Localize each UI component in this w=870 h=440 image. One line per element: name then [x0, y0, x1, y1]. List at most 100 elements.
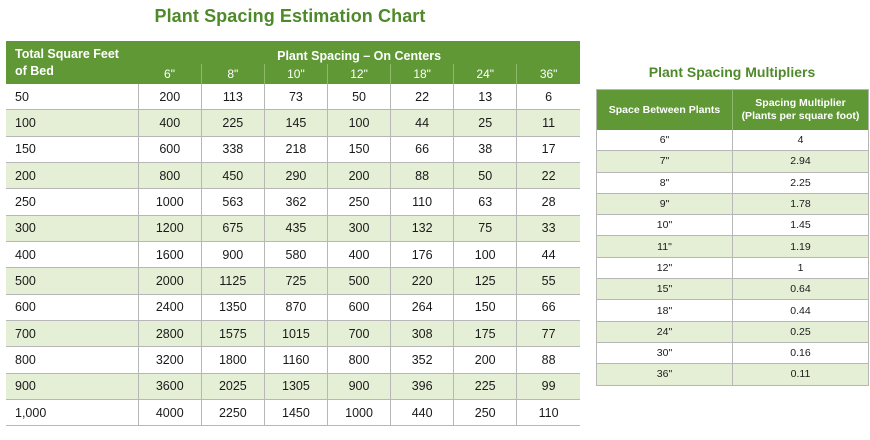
plant-count-cell: 22 — [390, 84, 454, 111]
plant-count-cell: 132 — [390, 215, 454, 243]
plant-count-cell: 900 — [200, 241, 265, 269]
table-row: 200 800 450 290 200 88 50 22 — [6, 162, 580, 190]
table-row: 9" 1.78 — [596, 193, 869, 216]
plant-count-cell: 73 — [263, 84, 328, 111]
table-row: 50 200 113 73 50 22 13 6 — [6, 84, 580, 111]
plant-count-cell: 2250 — [200, 399, 265, 427]
row-label-square-feet: 900 — [6, 373, 139, 401]
space-between-plants-cell: 24" — [596, 321, 733, 343]
table-row: 12" 1 — [596, 257, 869, 280]
col-header-multiplier-line1: Spacing Multiplier — [755, 97, 846, 109]
plant-count-cell: 338 — [200, 136, 265, 164]
table-row: 18" 0.44 — [596, 299, 869, 322]
spacing-multiplier-cell: 1.78 — [732, 193, 869, 216]
plant-count-cell: 300 — [326, 215, 391, 243]
col-header-space-between-plants: Space Between Plants — [596, 89, 733, 130]
plant-count-cell: 675 — [200, 215, 265, 243]
plant-count-cell: 308 — [390, 320, 454, 348]
plant-count-cell: 150 — [326, 136, 391, 164]
row-label-square-feet: 300 — [6, 215, 139, 243]
spacing-multiplier-cell: 2.25 — [732, 172, 869, 194]
spacing-multiplier-cell: 4 — [732, 130, 869, 152]
space-between-plants-cell: 8" — [596, 172, 733, 194]
plant-count-cell: 200 — [453, 346, 517, 374]
table-row: 900 3600 2025 1305 900 396 225 99 — [6, 373, 580, 401]
table-row: 300 1200 675 435 300 132 75 33 — [6, 215, 580, 243]
plant-count-cell: 99 — [516, 373, 580, 401]
table-row: 36" 0.11 — [596, 363, 869, 386]
plant-count-cell: 450 — [200, 162, 265, 190]
plant-count-cell: 11 — [516, 109, 580, 137]
spacing-header: 18" — [390, 64, 454, 84]
plant-count-cell: 900 — [326, 373, 391, 401]
spacing-multiplier-cell: 2.94 — [732, 150, 869, 173]
row-header-line2: of Bed — [15, 63, 54, 78]
plant-count-cell: 13 — [453, 84, 517, 111]
spacing-header: 24" — [453, 64, 517, 84]
plant-count-cell: 1015 — [263, 320, 328, 348]
plant-count-cell: 1200 — [137, 215, 202, 243]
plant-count-cell: 1000 — [326, 399, 391, 427]
space-between-plants-cell: 6" — [596, 130, 733, 152]
plant-count-cell: 55 — [516, 267, 580, 295]
space-between-plants-cell: 12" — [596, 257, 733, 280]
plant-count-cell: 66 — [390, 136, 454, 164]
space-between-plants-cell: 7" — [596, 150, 733, 173]
table-row: 400 1600 900 580 400 176 100 44 — [6, 241, 580, 269]
plant-count-cell: 100 — [326, 109, 391, 137]
spacing-multiplier-cell: 0.16 — [732, 342, 869, 365]
plant-count-cell: 264 — [390, 294, 454, 322]
plant-count-cell: 50 — [453, 162, 517, 190]
plant-count-cell: 1450 — [263, 399, 328, 427]
table-row: 700 2800 1575 1015 700 308 175 77 — [6, 320, 580, 348]
plant-count-cell: 2800 — [137, 320, 202, 348]
plant-count-cell: 63 — [453, 188, 517, 216]
plant-count-cell: 600 — [137, 136, 202, 164]
table-row: 500 2000 1125 725 500 220 125 55 — [6, 267, 580, 295]
row-label-square-feet: 250 — [6, 188, 139, 216]
plant-count-cell: 176 — [390, 241, 454, 269]
group-header-plant-spacing: Plant Spacing – On Centers — [138, 41, 580, 64]
space-between-plants-cell: 18" — [596, 299, 733, 322]
side-title: Plant Spacing Multipliers — [648, 64, 816, 80]
plant-count-cell: 1600 — [137, 241, 202, 269]
row-label-square-feet: 500 — [6, 267, 139, 295]
plant-count-cell: 600 — [326, 294, 391, 322]
plant-count-cell: 6 — [516, 84, 580, 111]
plant-count-cell: 220 — [390, 267, 454, 295]
plant-count-cell: 440 — [390, 399, 454, 427]
plant-count-cell: 870 — [263, 294, 328, 322]
plant-count-cell: 500 — [326, 267, 391, 295]
plant-count-cell: 1575 — [200, 320, 265, 348]
space-between-plants-cell: 36" — [596, 363, 733, 386]
spacing-multiplier-cell: 0.44 — [732, 299, 869, 322]
plant-count-cell: 435 — [263, 215, 328, 243]
plant-count-cell: 725 — [263, 267, 328, 295]
plant-count-cell: 1000 — [137, 188, 202, 216]
row-label-square-feet: 400 — [6, 241, 139, 269]
plant-count-cell: 225 — [200, 109, 265, 137]
spacing-multiplier-cell: 1.19 — [732, 235, 869, 258]
plant-count-cell: 396 — [390, 373, 454, 401]
plant-count-cell: 44 — [390, 109, 454, 137]
spacing-multiplier-cell: 0.64 — [732, 278, 869, 301]
spacing-multiplier-cell: 1.45 — [732, 214, 869, 237]
plant-count-cell: 3200 — [137, 346, 202, 374]
row-label-square-feet: 50 — [6, 84, 139, 111]
plant-count-cell: 800 — [137, 162, 202, 190]
table-row: 30" 0.16 — [596, 342, 869, 365]
spacing-header: 8" — [200, 64, 265, 84]
plant-count-cell: 400 — [137, 109, 202, 137]
table-row: 11" 1.19 — [596, 235, 869, 258]
spacing-header: 10" — [263, 64, 328, 84]
plant-count-cell: 4000 — [137, 399, 202, 427]
plant-count-cell: 38 — [453, 136, 517, 164]
plant-count-cell: 1800 — [200, 346, 265, 374]
table-row: 15" 0.64 — [596, 278, 869, 301]
plant-count-cell: 1350 — [200, 294, 265, 322]
table-row: 800 3200 1800 1160 800 352 200 88 — [6, 346, 580, 374]
col-header-spacing-multiplier: Spacing Multiplier (Plants per square fo… — [732, 89, 869, 130]
plant-count-cell: 17 — [516, 136, 580, 164]
plant-count-cell: 700 — [326, 320, 391, 348]
row-label-square-feet: 700 — [6, 320, 139, 348]
